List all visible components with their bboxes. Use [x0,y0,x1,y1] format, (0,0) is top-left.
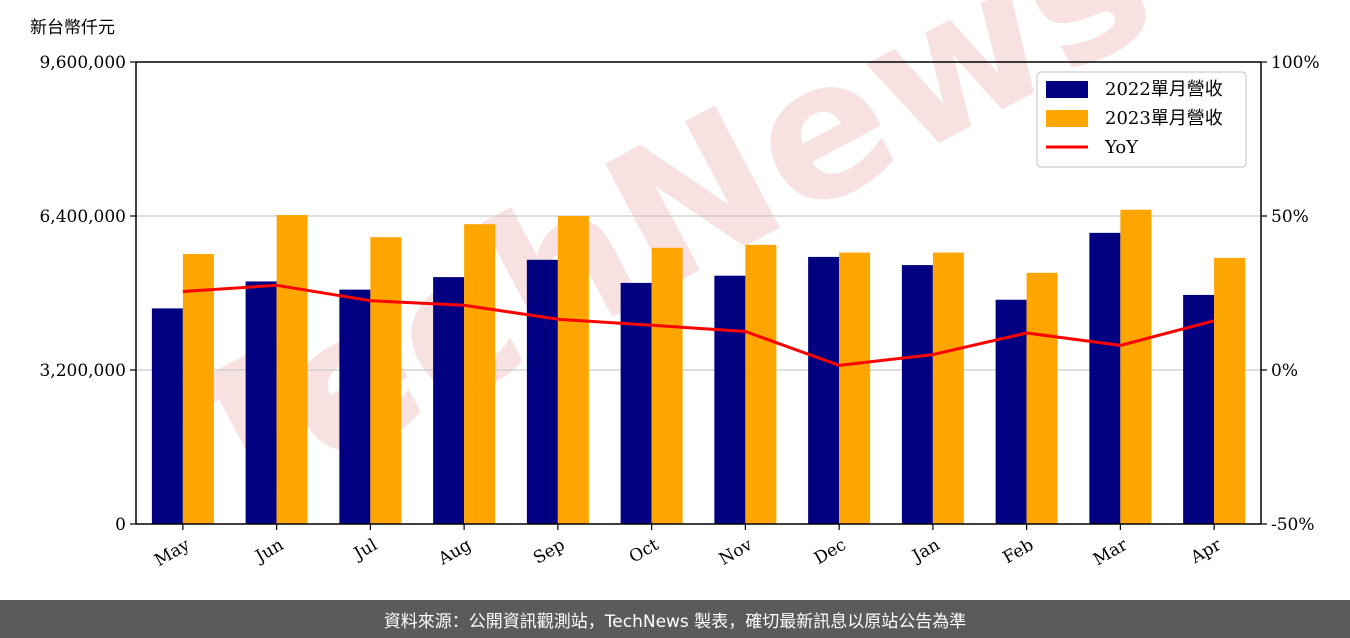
legend-label: 2023單月營收 [1105,108,1223,129]
bar-2022-nov [714,275,746,524]
legend-swatch [1046,110,1088,127]
left-tick-label: 6,400,000 [39,207,126,227]
left-tick-label: 9,600,000 [39,53,126,73]
bar-2022-mar [1089,232,1121,524]
x-tick-label-nov: Nov [716,535,756,570]
bar-2022-oct [620,282,652,524]
yoy-line [182,283,1215,367]
x-tick-label-may: May [151,535,194,571]
x-tick-label-apr: Apr [1187,535,1226,569]
x-tick-label-sep: Sep [530,535,568,569]
left-tick-label: 0 [115,515,126,535]
x-tick-label-oct: Oct [626,535,662,568]
right-tick-label: -50% [1271,515,1315,535]
unit-label: 新台幣仟元 [30,18,115,38]
left-tick-label: 3,200,000 [39,361,126,381]
x-tick-label-feb: Feb [1000,535,1038,568]
bar-2023-aug [464,224,496,524]
legend: 2022單月營收 2023單月營收 YoY [1036,71,1247,168]
bar-2023-jul [370,237,402,525]
bar-2023-mar [1120,209,1152,524]
bar-2023-sep [557,216,589,524]
bar-2023-jun [276,215,308,524]
bar-2023-may [182,254,214,525]
bar-2023-apr [1214,257,1246,524]
bar-2022-jan [901,265,933,524]
bar-2022-jul [339,289,371,524]
bar-2022-aug [433,277,465,524]
bar-2023-nov [745,244,777,524]
bar-2023-oct [651,247,683,524]
x-tick-label-mar: Mar [1090,535,1132,571]
x-tick-label-aug: Aug [434,535,475,570]
bar-2022-dec [808,256,840,524]
legend-box [1036,71,1247,168]
legend-label: YoY [1104,137,1139,158]
gridlines [136,215,1261,371]
bar-2022-jun [245,281,277,524]
x-tick-label-jul: Jul [349,535,381,565]
bar-2022-may [151,308,183,524]
right-tick-label: 0% [1271,361,1298,381]
bars [151,209,1246,525]
yoy-line-layer [182,283,1215,367]
x-tick-label-jan: Jan [907,535,943,567]
right-tick-label: 50% [1271,207,1309,227]
right-tick-label: 100% [1271,53,1320,73]
legend-label: 2022單月營收 [1105,79,1223,100]
bar-2023-feb [1026,272,1058,524]
bar-2022-sep [526,259,558,524]
legend-swatch [1046,81,1088,98]
bar-2023-dec [839,252,871,524]
x-tick-label-dec: Dec [811,535,850,569]
bar-2023-jan [932,252,964,524]
revenue-chart: TechNews 03,200,0006,400,0009,600,000-50… [30,0,1320,571]
footer-bar: 資料來源：公開資訊觀測站，TechNews 製表，確切最新訊息以原站公告為準 [0,600,1350,638]
footer-source-text: 資料來源：公開資訊觀測站，TechNews 製表，確切最新訊息以原站公告為準 [383,611,967,632]
bar-2022-apr [1183,294,1215,524]
